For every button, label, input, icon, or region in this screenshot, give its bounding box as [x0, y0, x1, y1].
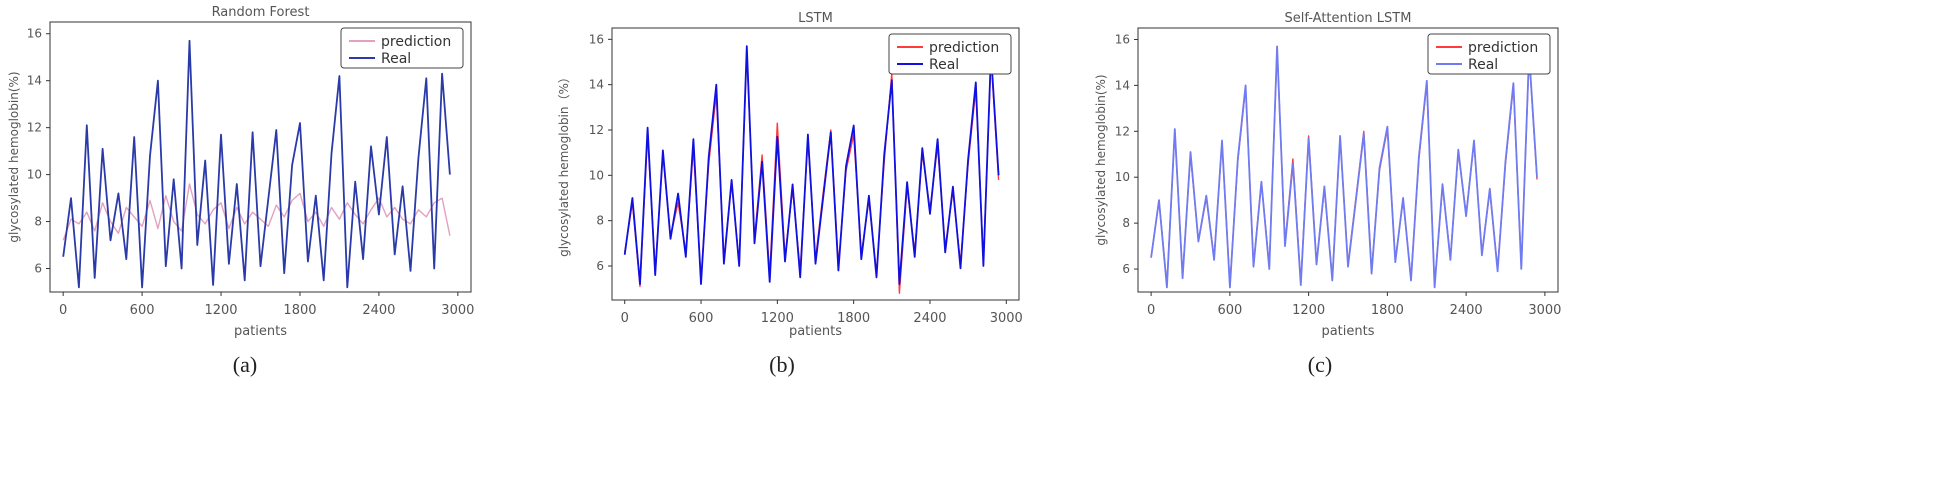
plot-frame: [1137, 27, 1559, 293]
y-tick-label: 14: [589, 78, 604, 92]
x-tick-label: 1200: [761, 311, 794, 326]
y-tick-label: 12: [589, 123, 604, 137]
x-tick-label: 1800: [837, 311, 870, 326]
y-tick-label: 16: [589, 32, 604, 46]
panel-caption: (b): [769, 352, 795, 377]
x-tick-label: 2400: [1450, 303, 1483, 318]
y-tick-label: 14: [27, 74, 42, 88]
series-line-prediction: [1150, 48, 1538, 286]
legend-label: prediction: [1468, 40, 1538, 56]
y-tick-label: 10: [1115, 170, 1130, 184]
y-tick-label: 6: [34, 262, 42, 276]
y-tick-label: 8: [34, 215, 42, 229]
legend-label: Real: [929, 57, 959, 73]
x-tick-label: 0: [59, 303, 67, 318]
x-axis-label: patients: [1321, 324, 1374, 339]
y-tick-label: 14: [1115, 78, 1130, 92]
x-tick-label: 3000: [990, 311, 1023, 326]
legend-label: prediction: [381, 34, 451, 50]
y-axis-label: glycosylated hemoglobin(%): [7, 71, 21, 242]
x-tick-label: 600: [689, 311, 714, 326]
y-tick-label: 8: [1122, 216, 1130, 230]
y-tick-label: 10: [589, 168, 604, 182]
chart-title: Random Forest: [212, 5, 310, 20]
y-tick-label: 10: [27, 168, 42, 182]
x-tick-label: 600: [130, 303, 155, 318]
y-tick-label: 6: [596, 259, 604, 273]
x-tick-label: 3000: [1528, 303, 1561, 318]
y-tick-label: 12: [27, 121, 42, 135]
plot-frame: [49, 21, 472, 293]
x-tick-label: 1800: [1371, 303, 1404, 318]
y-tick-label: 16: [27, 27, 42, 41]
x-tick-label: 2400: [913, 311, 946, 326]
chart-panel-3: Self-Attention LSTM 0 600 1200 1800 2400 3000 6…: [1094, 11, 1561, 377]
chart-panel-1: Random Forest 0 600 1200 1800 2400 3000 6 8 10 12 1…: [7, 5, 474, 377]
panel-caption: (a): [233, 352, 257, 377]
legend-label: prediction: [929, 40, 999, 56]
x-axis-label: patients: [789, 324, 842, 339]
series-line-real: [62, 39, 451, 289]
y-tick-label: 12: [1115, 124, 1130, 138]
panel-caption: (c): [1308, 352, 1332, 377]
chart-panel-2: LSTM 0 600 1200 1800 2400 3000 6 8 10 12 14 16 patien…: [557, 11, 1023, 377]
x-axis-label: patients: [234, 324, 287, 339]
y-axis-label: glycosylated hemoglobin（%）: [557, 71, 571, 257]
x-tick-label: 0: [621, 311, 629, 326]
x-tick-label: 2400: [362, 303, 395, 318]
x-tick-label: 1800: [283, 303, 316, 318]
series-line-prediction: [624, 52, 1000, 294]
y-tick-label: 16: [1115, 32, 1130, 46]
x-tick-label: 3000: [441, 303, 474, 318]
x-tick-label: 600: [1217, 303, 1242, 318]
x-tick-label: 0: [1147, 303, 1155, 318]
y-axis-label: glycosylated hemoglobin(%): [1094, 74, 1108, 245]
legend-label: Real: [1468, 57, 1498, 73]
legend-label: Real: [381, 51, 411, 67]
series-line-real: [1150, 45, 1538, 289]
y-tick-label: 6: [1122, 262, 1130, 276]
series-line-real: [623, 45, 1000, 286]
x-tick-label: 1200: [1292, 303, 1325, 318]
y-tick-label: 8: [596, 214, 604, 228]
chart-title: LSTM: [798, 11, 833, 26]
series-line-prediction: [62, 183, 451, 241]
chart-title: Self-Attention LSTM: [1285, 11, 1412, 26]
x-tick-label: 1200: [204, 303, 237, 318]
plot-frame: [611, 27, 1020, 301]
